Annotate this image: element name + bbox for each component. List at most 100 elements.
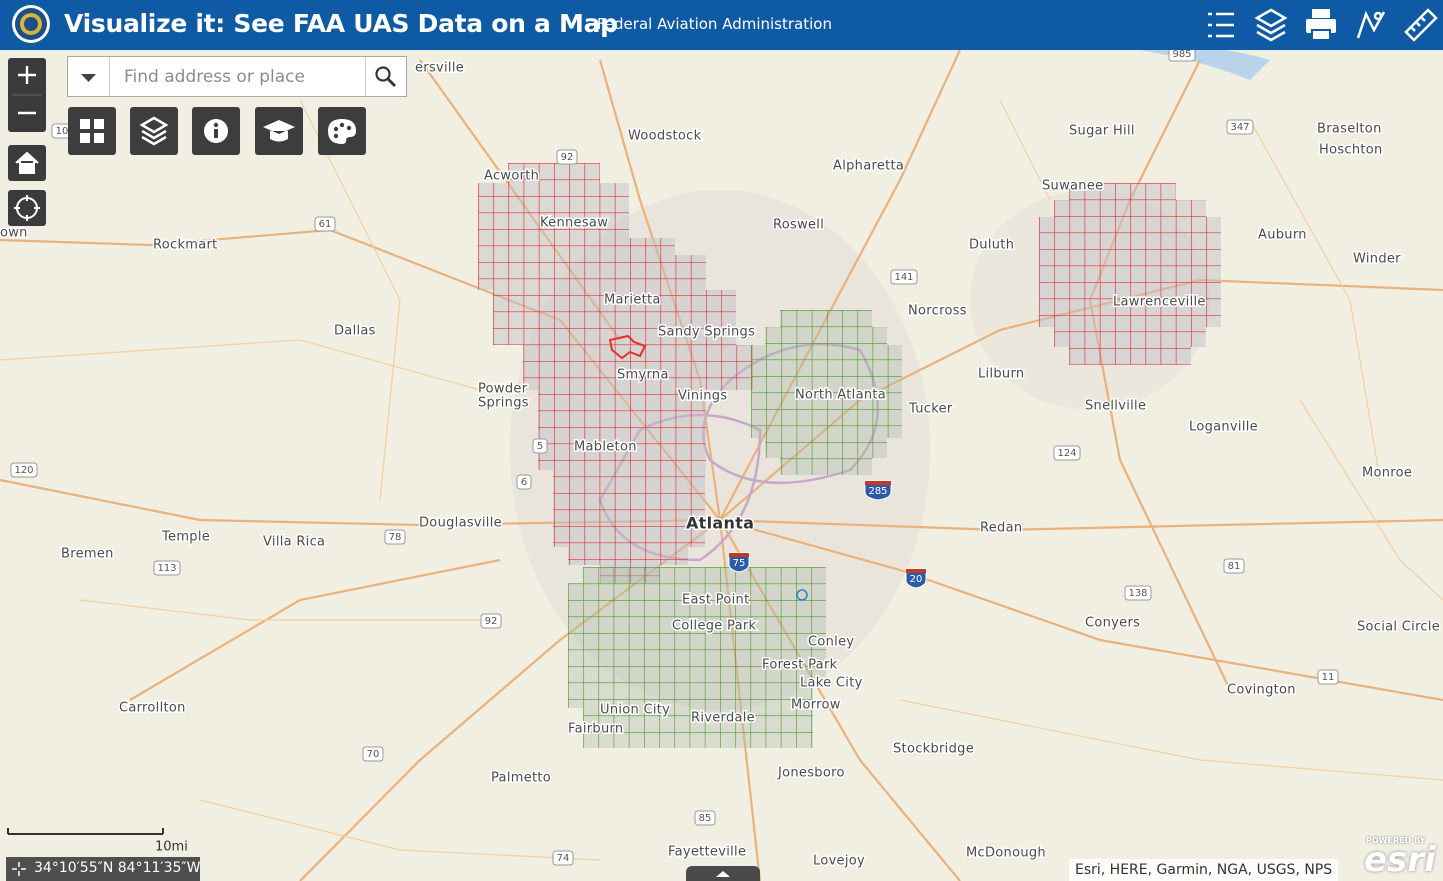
search-button[interactable] xyxy=(365,57,406,96)
route-shield xyxy=(890,269,918,285)
place-label: Atlanta xyxy=(686,514,754,533)
shield-label: 6 xyxy=(521,477,527,488)
search-dropdown[interactable] xyxy=(68,57,110,96)
shield-label: 113 xyxy=(157,563,176,574)
shield-label: 285 xyxy=(868,486,887,497)
place-label: Jonesboro xyxy=(777,766,845,781)
place-label: Carrollton xyxy=(119,701,186,716)
shield-label: 92 xyxy=(561,152,574,163)
place-label: College Park xyxy=(672,619,757,634)
place-label: Temple xyxy=(161,530,210,545)
place-label: Conley xyxy=(808,635,854,650)
uas-grid xyxy=(1039,183,1221,365)
place-label: Douglasville xyxy=(419,516,502,531)
place-label: Villa Rica xyxy=(263,535,325,550)
shield-label: 78 xyxy=(389,532,402,543)
route-shield xyxy=(362,746,384,762)
route-shield xyxy=(480,613,502,629)
place-label: Rockmart xyxy=(153,238,218,253)
place-label: Springs xyxy=(478,396,529,411)
route-shield xyxy=(552,850,574,866)
place-label: Lilburn xyxy=(978,367,1024,382)
legend-button[interactable] xyxy=(1196,0,1246,50)
place-label: Vinings xyxy=(678,389,727,404)
place-label: Norcross xyxy=(908,304,967,319)
route-shield xyxy=(532,438,548,454)
interstate-shield-top xyxy=(865,481,891,485)
header: Visualize it: See FAA UAS Data on a Map … xyxy=(0,0,1443,50)
scale-label: 10mi xyxy=(155,840,188,855)
place-label: Morrow xyxy=(791,698,841,713)
about-button[interactable] xyxy=(192,107,240,155)
place-label: Kennesaw xyxy=(540,216,608,231)
app-title: Visualize it: See FAA UAS Data on a Map xyxy=(64,9,618,38)
education-button[interactable] xyxy=(255,107,303,155)
zoom-control[interactable] xyxy=(8,58,46,132)
shield-label: 70 xyxy=(367,749,380,760)
shield-label: 10 xyxy=(56,126,69,137)
esri-logo[interactable]: POWERED BY esri xyxy=(1362,834,1443,881)
shield-label: 124 xyxy=(1057,448,1076,459)
shield-label: 75 xyxy=(733,558,746,569)
place-label: Redan xyxy=(980,521,1022,536)
uas-grid xyxy=(751,310,902,475)
search-placeholder[interactable]: Find address or place xyxy=(124,67,305,87)
shield-label: 61 xyxy=(319,219,332,230)
place-label: Braselton xyxy=(1317,122,1382,137)
measure-map-button[interactable] xyxy=(1346,0,1396,50)
attribution: Esri, HERE, Garmin, NGA, USGS, NPS xyxy=(1069,859,1339,881)
layer-list-button[interactable] xyxy=(130,107,178,155)
route-shield xyxy=(1124,585,1152,601)
measure-button[interactable] xyxy=(1396,0,1443,50)
place-label: Social Circle xyxy=(1357,620,1440,635)
route-shield xyxy=(153,560,181,576)
shield-label: 74 xyxy=(557,853,570,864)
panel-toggle[interactable] xyxy=(686,866,760,881)
shield-label: 120 xyxy=(14,465,33,476)
place-label: Snellville xyxy=(1085,399,1146,414)
place-label: Winder xyxy=(1353,252,1401,267)
place-label: Marietta xyxy=(604,293,661,308)
coordinate-icon[interactable] xyxy=(12,862,26,876)
basemap-gallery-button[interactable] xyxy=(68,107,116,155)
shield-label: 11 xyxy=(1322,672,1335,683)
place-label: Lawrenceville xyxy=(1113,295,1206,310)
locate-button[interactable] xyxy=(8,190,46,226)
home-button[interactable] xyxy=(8,145,46,181)
place-label: Stockbridge xyxy=(893,742,974,757)
place-label: North Atlanta xyxy=(795,388,886,403)
place-labels: ersville Woodstock Acworth Kennesaw Alpharet… xyxy=(0,59,1441,870)
place-label: Mableton xyxy=(574,440,637,455)
print-button[interactable] xyxy=(1296,0,1346,50)
place-label: Roswell xyxy=(773,218,824,233)
shield-label: 985 xyxy=(1172,49,1191,60)
airport-marker xyxy=(796,589,808,601)
restricted-area xyxy=(608,334,647,360)
layers-button[interactable] xyxy=(1246,0,1296,50)
place-label: Fayetteville xyxy=(668,845,746,860)
route-shield xyxy=(516,474,532,490)
place-label: Covington xyxy=(1227,683,1296,698)
place-label: Fairburn xyxy=(568,722,623,737)
faa-logo[interactable] xyxy=(12,5,50,43)
shield-label: 81 xyxy=(1228,561,1241,572)
search-box[interactable]: Find address or place xyxy=(67,56,407,97)
shield-label: 5 xyxy=(537,441,543,452)
place-label: Monroe xyxy=(1362,466,1412,481)
place-label: East Point xyxy=(682,593,749,608)
place-label: Forest Park xyxy=(762,658,838,673)
place-label: Palmetto xyxy=(491,771,551,786)
interstate-shield-top xyxy=(906,569,926,573)
place-label: Acworth xyxy=(484,169,539,184)
theme-button[interactable] xyxy=(318,107,366,155)
place-label: Lake City xyxy=(800,676,863,691)
interstate-shield-top xyxy=(729,553,749,557)
place-label: Dallas xyxy=(334,324,376,339)
shield-label: 141 xyxy=(894,272,913,283)
place-label: own xyxy=(0,226,28,241)
route-shield xyxy=(384,529,406,545)
place-label: Powder xyxy=(478,382,528,397)
coordinates: 34°10′55″N 84°11′35″W xyxy=(34,860,201,876)
minor-roads xyxy=(0,99,1443,861)
